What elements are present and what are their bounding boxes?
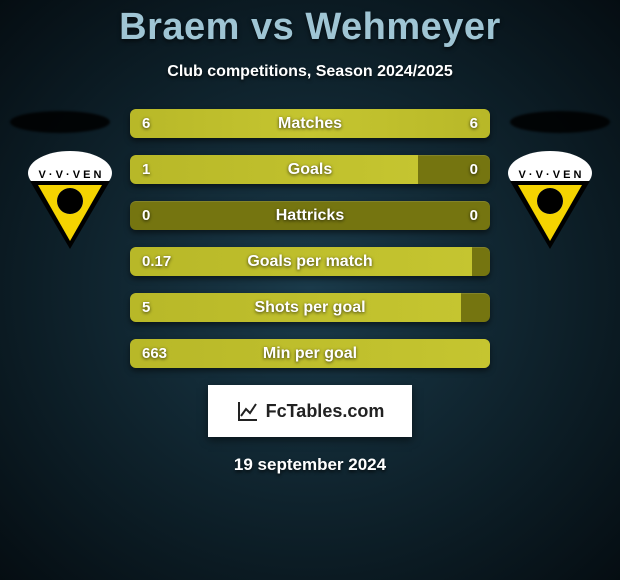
badge-top-text: V · V · V E N <box>39 169 102 181</box>
stat-label: Hattricks <box>130 201 490 230</box>
date-text: 19 september 2024 <box>0 455 620 475</box>
fctables-logo[interactable]: FcTables.com <box>208 385 412 437</box>
comparison-stage: V · V · V E N V · V · V E N 6Matches6 1Go… <box>0 109 620 368</box>
stat-bars: 6Matches61Goals00Hattricks00.17Goals per… <box>130 109 490 368</box>
stat-row: 0.17Goals per match <box>130 247 490 276</box>
stat-label: Matches <box>130 109 490 138</box>
page-title: Braem vs Wehmeyer <box>0 0 620 49</box>
stat-value-right: 0 <box>470 201 478 230</box>
logo-text: FcTables.com <box>266 401 385 422</box>
stat-row: 0Hattricks0 <box>130 201 490 230</box>
stat-row: 5Shots per goal <box>130 293 490 322</box>
badge-shadow-right <box>510 111 610 133</box>
stat-label: Shots per goal <box>130 293 490 322</box>
badge-shadow-left <box>10 111 110 133</box>
stat-value-right: 6 <box>470 109 478 138</box>
stat-row: 6Matches6 <box>130 109 490 138</box>
stat-row: 1Goals0 <box>130 155 490 184</box>
subtitle: Club competitions, Season 2024/2025 <box>0 63 620 81</box>
badge-top-text: V · V · V E N <box>519 169 582 181</box>
stat-value-right: 0 <box>470 155 478 184</box>
stat-label: Goals per match <box>130 247 490 276</box>
stat-label: Goals <box>130 155 490 184</box>
team-badge-left: V · V · V E N <box>20 151 120 251</box>
stat-row: 663Min per goal <box>130 339 490 368</box>
chart-icon <box>236 399 260 423</box>
stat-label: Min per goal <box>130 339 490 368</box>
team-badge-right: V · V · V E N <box>500 151 600 251</box>
